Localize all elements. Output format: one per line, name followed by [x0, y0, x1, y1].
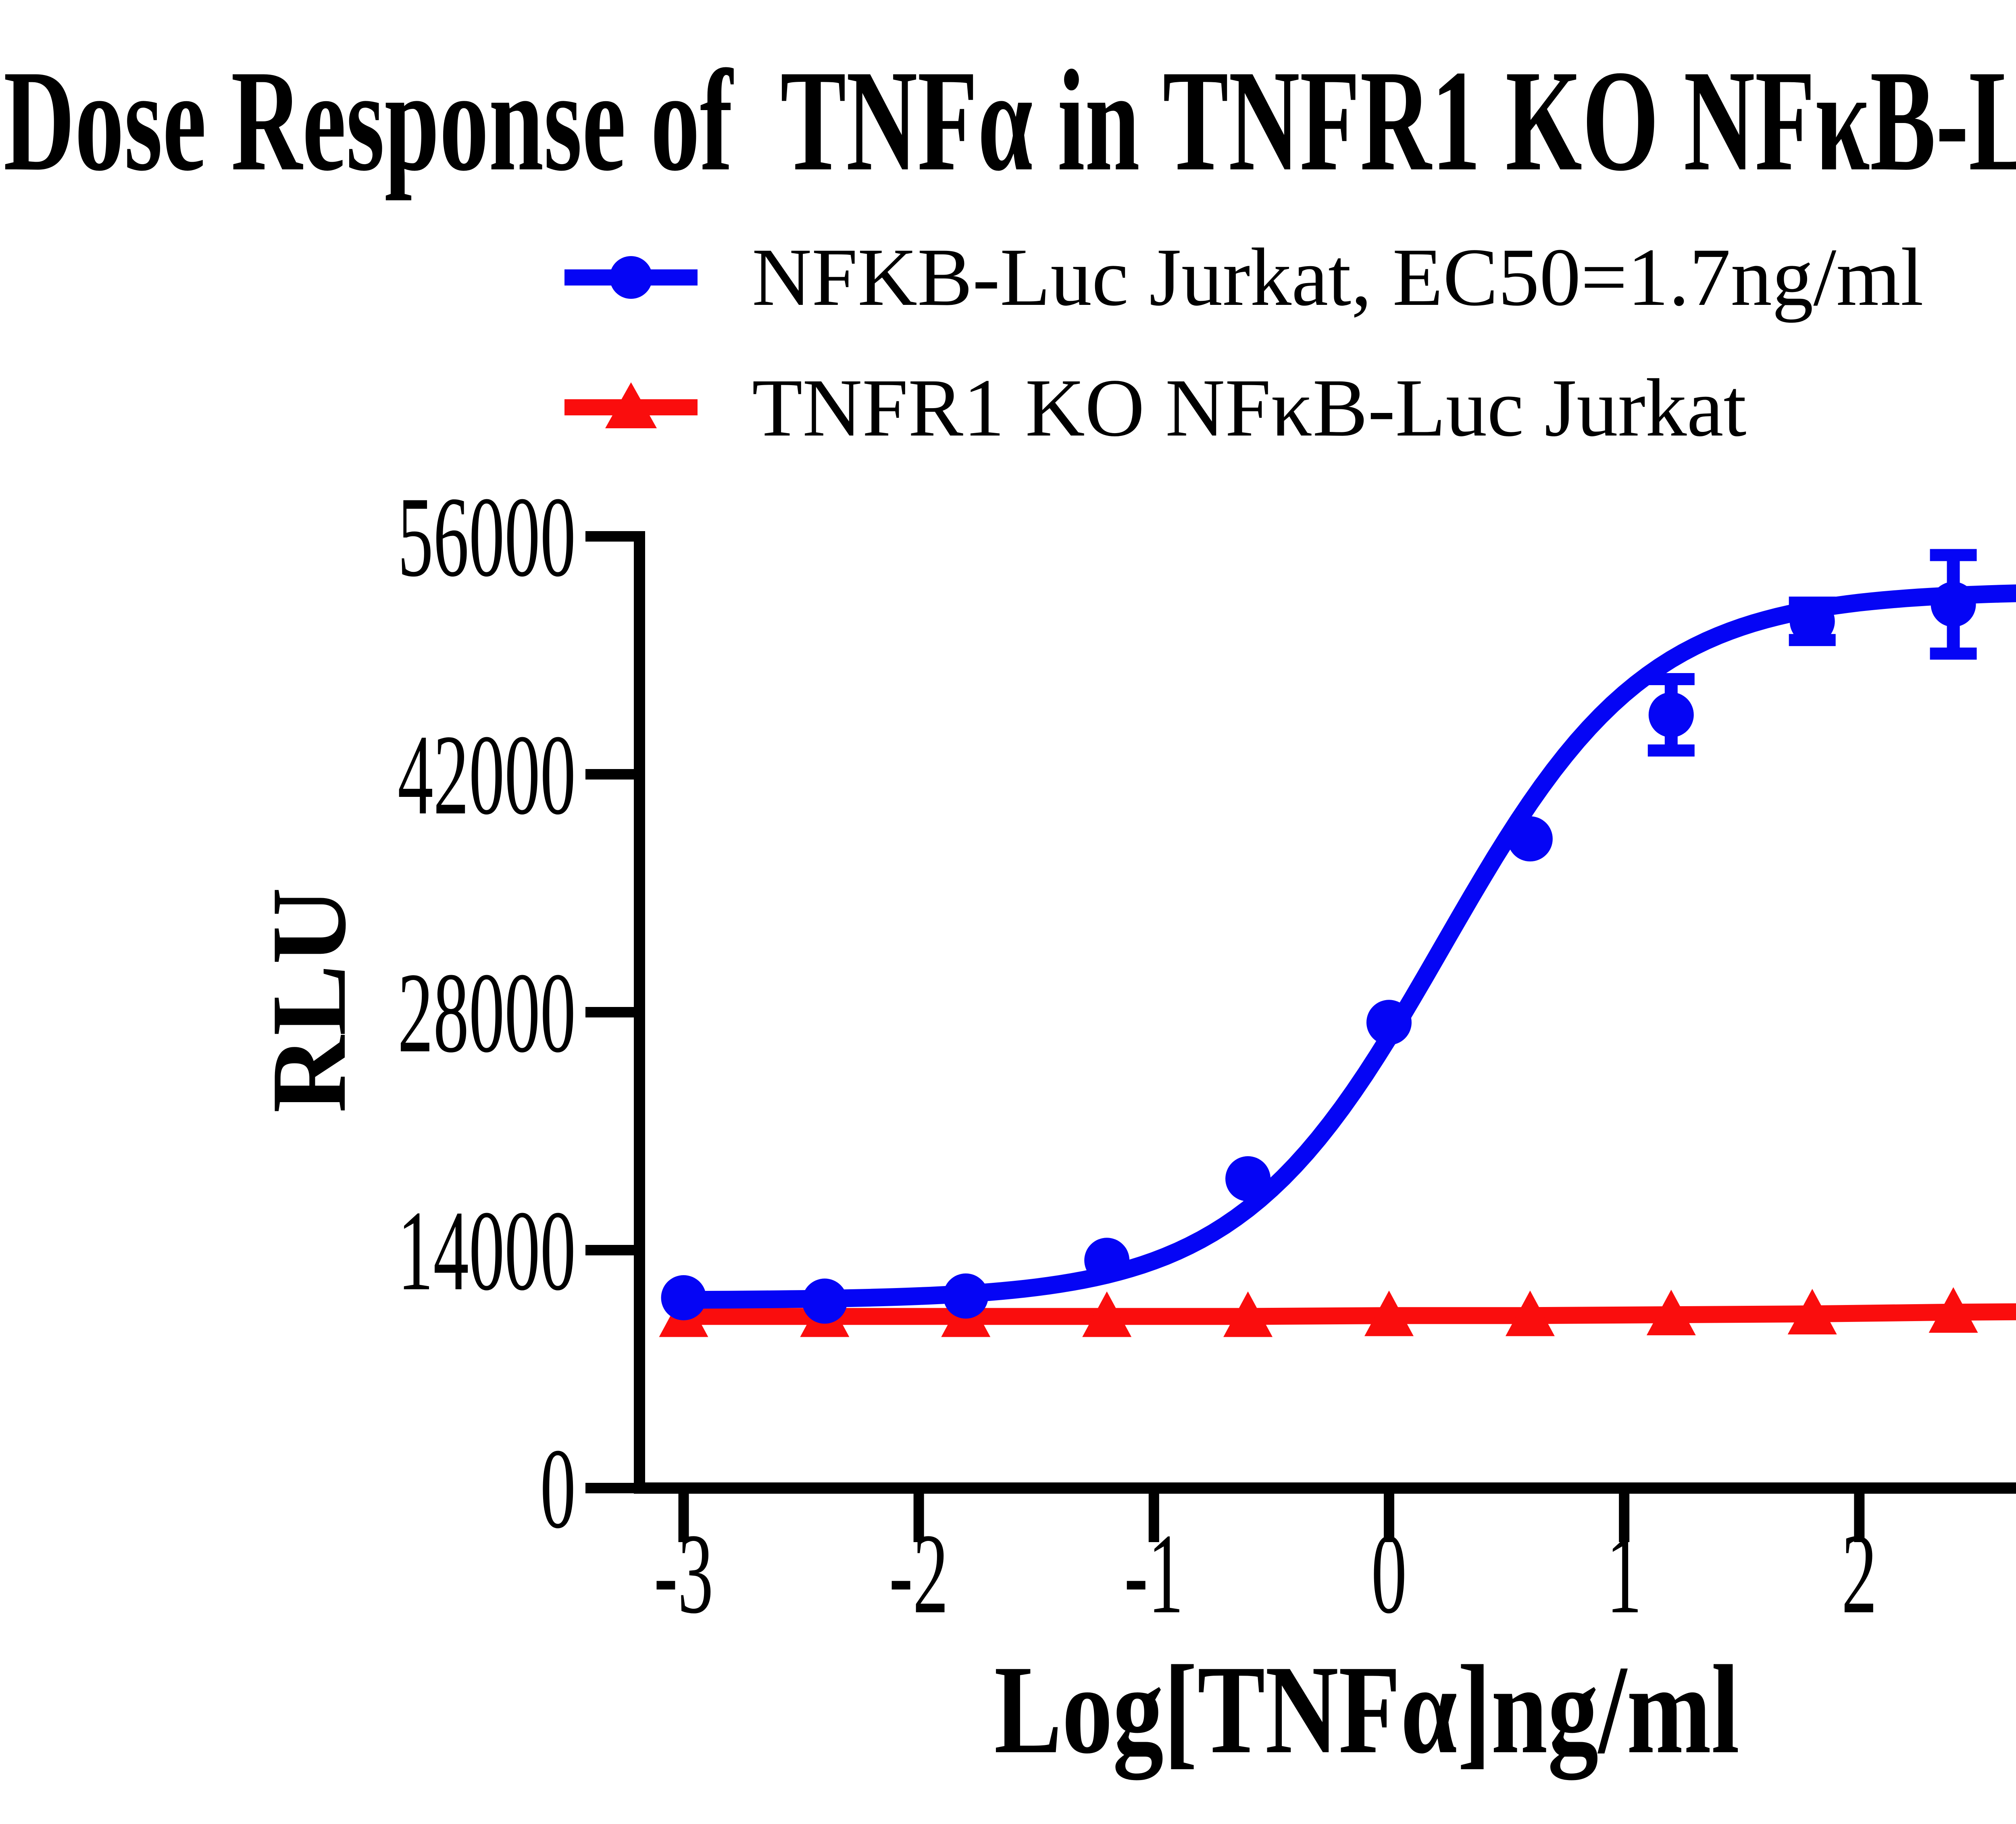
x-axis-title: Log[TNFα]ng/ml: [994, 1639, 1740, 1782]
y-tick-label: 42000: [398, 712, 576, 839]
chart-title: Dose Response of TNFα in TNFR1 KO NFκB-L…: [4, 40, 2016, 201]
legend-item-tnfr1ko: TNFR1 KO NFκB-Luc Jurkat: [564, 362, 1746, 454]
blue-circle-marker: [1508, 816, 1553, 861]
x-tick-label: 2: [1841, 1511, 1877, 1638]
series-nfkb-luc: [661, 555, 2016, 1324]
blue-circle-marker: [1366, 1000, 1412, 1045]
x-tick-label: 0: [1371, 1511, 1407, 1638]
legend: NFKB-Luc Jurkat, EC50=1.7ng/ml TNFR1 KO …: [564, 231, 1924, 454]
x-tick-label: 1: [1606, 1511, 1642, 1638]
blue-circle-marker: [1084, 1238, 1129, 1283]
y-tick: [585, 1007, 634, 1017]
blue-circle-marker: [1790, 599, 1835, 644]
blue-circle-marker: [1931, 582, 1976, 627]
y-tick-label: 0: [540, 1426, 576, 1553]
legend-circle-marker: [610, 256, 652, 299]
blue-circle-marker: [802, 1278, 847, 1324]
y-tick: [585, 531, 634, 542]
y-tick-label: 28000: [398, 950, 576, 1077]
x-tick-label: -1: [1124, 1511, 1183, 1638]
blue-circle-marker: [661, 1275, 706, 1320]
blue-circle-marker: [943, 1274, 988, 1319]
data-series: [659, 555, 2016, 1337]
legend-item-nfkb: NFKB-Luc Jurkat, EC50=1.7ng/ml: [564, 231, 1924, 323]
y-tick: [585, 769, 634, 780]
blue-circle-marker: [1649, 692, 1694, 738]
blue-fit-curve: [684, 592, 2016, 1300]
y-tick-label: 56000: [398, 474, 576, 601]
x-tick-label: -3: [654, 1511, 713, 1638]
y-axis-title: RLU: [250, 887, 368, 1113]
legend-label-tnfr1ko: TNFR1 KO NFκB-Luc Jurkat: [752, 362, 1746, 454]
x-axis-spine: [634, 1482, 2016, 1494]
y-tick: [585, 1483, 634, 1493]
legend-label-nfkb: NFKB-Luc Jurkat, EC50=1.7ng/ml: [752, 231, 1924, 323]
x-tick-label: -2: [889, 1511, 948, 1638]
blue-circle-marker: [1225, 1156, 1270, 1201]
y-tick: [585, 1245, 634, 1255]
y-axis-spine: [634, 531, 645, 1494]
y-tick-label: 14000: [398, 1188, 576, 1315]
